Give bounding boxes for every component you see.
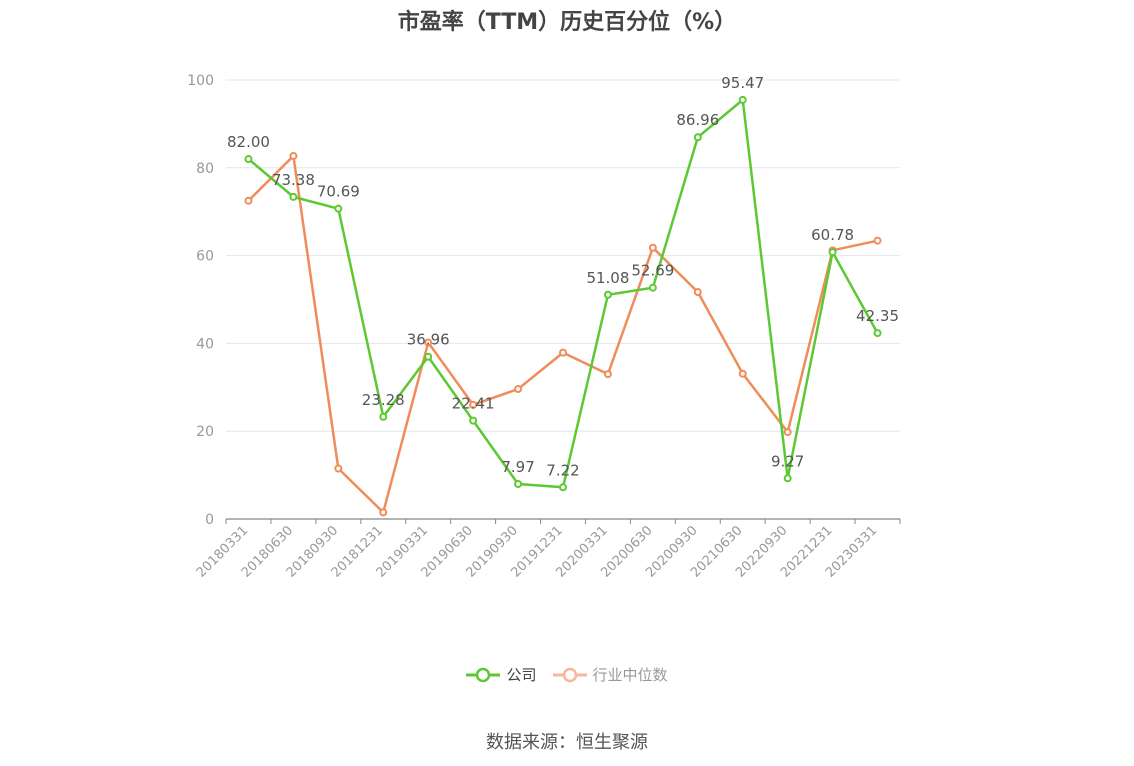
company-data-label: 82.00 [227,133,270,151]
legend-item-industry-median[interactable]: 行业中位数 [552,664,668,685]
industry-median-point [424,338,433,347]
company-point [559,483,567,492]
series-line-company [247,98,879,489]
company-point [693,133,702,142]
company-point [603,290,612,299]
company-data-label: 7.97 [501,458,534,476]
industry-median-point [783,428,792,437]
company-point [334,204,343,213]
company-data-label: 9.27 [771,452,804,470]
legend-symbol-icon [466,667,501,682]
industry-median-point [469,400,478,409]
company-point [469,416,478,425]
company-data-label: 23.28 [362,391,405,409]
industry-median-point [603,370,612,379]
y-tick-label: 0 [205,512,214,528]
industry-median-point [514,385,523,394]
company-data-label: 52.69 [631,262,674,280]
industry-median-point [244,196,253,205]
company-point [514,480,523,489]
company-data-label: 42.35 [856,307,899,325]
company-point [244,155,253,164]
y-tick-label: 60 [196,249,214,265]
company-point [424,352,433,361]
industry-median-point [738,369,747,378]
company-point [828,248,837,257]
industry-median-point [873,236,882,245]
company-data-label: 95.47 [721,74,764,92]
legend: 公司 行业中位数 [0,664,1134,685]
company-point [289,192,298,201]
industry-median-point [289,151,298,160]
company-data-label: 70.69 [317,183,360,201]
y-tick-label: 20 [196,424,214,440]
company-data-label: 86.96 [676,111,719,129]
industry-median-point [693,288,702,297]
data-source-note: 数据来源：恒生聚源 [486,732,648,753]
y-tick-label: 100 [187,73,214,89]
legend-symbol-icon [552,667,587,682]
legend-item-company[interactable]: 公司 [466,664,537,685]
industry-median-point [648,243,657,252]
company-point [873,329,882,338]
company-point [648,283,657,292]
legend-label: 行业中位数 [592,666,668,684]
company-point [738,95,747,104]
company-data-label: 73.38 [272,171,315,189]
chart-title: 市盈率（TTM）历史百分位（%） [397,10,737,35]
legend-label: 公司 [506,666,537,684]
company-data-label: 36.96 [407,331,450,349]
industry-median-point [559,348,567,357]
industry-median-point [334,464,343,473]
company-point [783,474,792,483]
company-data-label: 7.22 [546,461,579,479]
company-point [379,412,388,421]
y-tick-label: 80 [196,161,214,177]
industry-median-point [379,508,388,517]
company-data-label: 22.41 [452,395,495,413]
y-tick-label: 40 [196,336,214,352]
company-data-label: 60.78 [811,226,854,244]
company-data-label: 51.08 [586,269,629,287]
